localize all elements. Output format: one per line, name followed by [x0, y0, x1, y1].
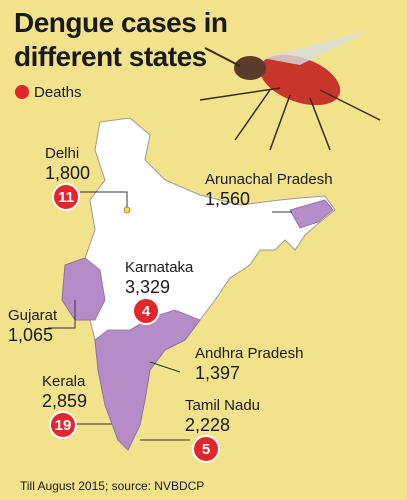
state-cases: 3,329: [125, 277, 170, 297]
state-name: Karnataka: [125, 259, 194, 276]
state-name: Kerala: [42, 373, 86, 390]
state-name: Tamil Nadu: [185, 397, 260, 414]
state-cases: 2,859: [42, 391, 87, 411]
death-marker: [192, 435, 220, 463]
state-cases: 1,397: [195, 363, 240, 383]
title-line: different states: [14, 41, 207, 72]
mosquito-illustration: [199, 30, 381, 151]
title-line: Dengue cases in: [14, 7, 227, 38]
state-cases: 1,800: [45, 163, 90, 183]
legend-label: Deaths: [34, 84, 82, 101]
state-cases: 1,560: [205, 189, 250, 209]
death-marker: [52, 183, 80, 211]
death-marker: [49, 411, 77, 439]
death-count: 4: [142, 303, 151, 320]
state-cases: 1,065: [8, 325, 53, 345]
state-name: Andhra Pradesh: [195, 345, 303, 362]
state-name: Delhi: [45, 145, 79, 162]
death-count: 5: [202, 441, 210, 458]
state-name: Gujarat: [8, 307, 58, 324]
state-name: Arunachal Pradesh: [205, 171, 333, 188]
death-count: 19: [55, 417, 72, 434]
death-count: 11: [58, 189, 74, 206]
legend-marker: [15, 85, 29, 99]
footnote: Till August 2015; source: NVBDCP: [20, 479, 204, 493]
death-marker: [132, 297, 160, 325]
india-map: [48, 117, 336, 451]
state-cases: 2,228: [185, 415, 230, 435]
